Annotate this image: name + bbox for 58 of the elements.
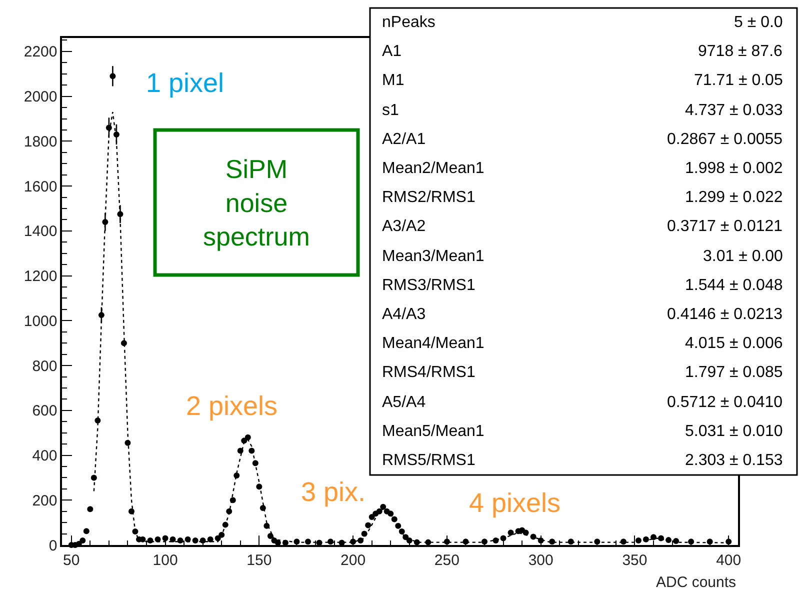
annotation: RMS4/RMS1: [382, 364, 476, 381]
annotation: 1 pixel: [146, 68, 224, 98]
annotation: RMS2/RMS1: [382, 189, 476, 206]
x-tick-label: 400: [716, 552, 742, 569]
x-tick-label: 50: [63, 552, 80, 569]
y-tick-label: 0: [48, 537, 58, 554]
annotation: M1: [382, 72, 404, 89]
annotation: 1.797 ± 0.085: [685, 364, 783, 381]
y-tick-label: 600: [32, 402, 58, 420]
annotation: 4 pixels: [469, 488, 561, 518]
annotation: RMS3/RMS1: [382, 277, 476, 294]
x-tick-label: 350: [622, 552, 648, 569]
annotation: A3/A2: [382, 218, 426, 235]
annotation: 0.2867 ± 0.0055: [667, 131, 783, 148]
y-tick-label: 1400: [24, 223, 58, 240]
annotation: 1.544 ± 0.048: [685, 277, 783, 294]
annotation: SiPM noise spectrum: [203, 154, 310, 252]
annotation: Mean5/Mean1: [382, 423, 484, 440]
text: nPeaks: [382, 14, 436, 31]
x-tick-label: 150: [246, 552, 272, 569]
y-tick-label: 2000: [24, 88, 58, 106]
y-tick-label: 1200: [24, 268, 58, 286]
annotation: A1: [382, 43, 402, 60]
annotation: 4.015 ± 0.006: [685, 335, 783, 352]
annotation: A2/A1: [382, 131, 426, 148]
y-tick-label: 1600: [24, 178, 58, 196]
annotation: 9718 ± 87.6: [698, 43, 783, 60]
annotation: A5/A4: [382, 394, 426, 411]
annotation: Mean3/Mean1: [382, 248, 484, 265]
annotation: Mean2/Mean1: [382, 160, 484, 177]
annotation: 0.4146 ± 0.0213: [667, 306, 783, 323]
y-tick-label: 800: [32, 358, 58, 375]
y-tick-label: 1000: [24, 312, 58, 330]
y-tick-label: 200: [32, 492, 58, 510]
annotation: 2 pixels: [186, 391, 278, 421]
x-tick-label: 100: [152, 552, 178, 569]
annotation: 0.5712 ± 0.0410: [667, 394, 783, 411]
x-tick-label: 300: [528, 552, 554, 569]
annotation: 0.3717 ± 0.0121: [667, 218, 783, 235]
x-axis-title: ADC counts: [656, 574, 736, 591]
annotation: Mean4/Mean1: [382, 335, 484, 352]
annotation: 3 pix.: [301, 477, 366, 507]
y-tick-label: 400: [32, 448, 58, 465]
annotation: 1.299 ± 0.022: [685, 189, 783, 206]
annotation: 71.71 ± 0.05: [694, 72, 783, 89]
annotation: 4.737 ± 0.033: [685, 102, 783, 119]
annotation: RMS5/RMS1: [382, 452, 476, 469]
annotation: 3.01 ± 0.00: [703, 248, 784, 265]
annotation: s1: [382, 102, 399, 119]
annotation: 5.031 ± 0.010: [685, 423, 783, 440]
annotation: 1.998 ± 0.002: [685, 160, 783, 177]
x-tick-label: 250: [434, 552, 460, 569]
annotation: 2.303 ± 0.153: [685, 452, 783, 469]
annotation: A4/A3: [382, 306, 426, 323]
y-tick-label: 2200: [24, 44, 58, 61]
y-tick-label: 1800: [24, 133, 58, 150]
x-tick-label: 200: [340, 552, 366, 569]
text: 5 ± 0.0: [734, 14, 783, 31]
